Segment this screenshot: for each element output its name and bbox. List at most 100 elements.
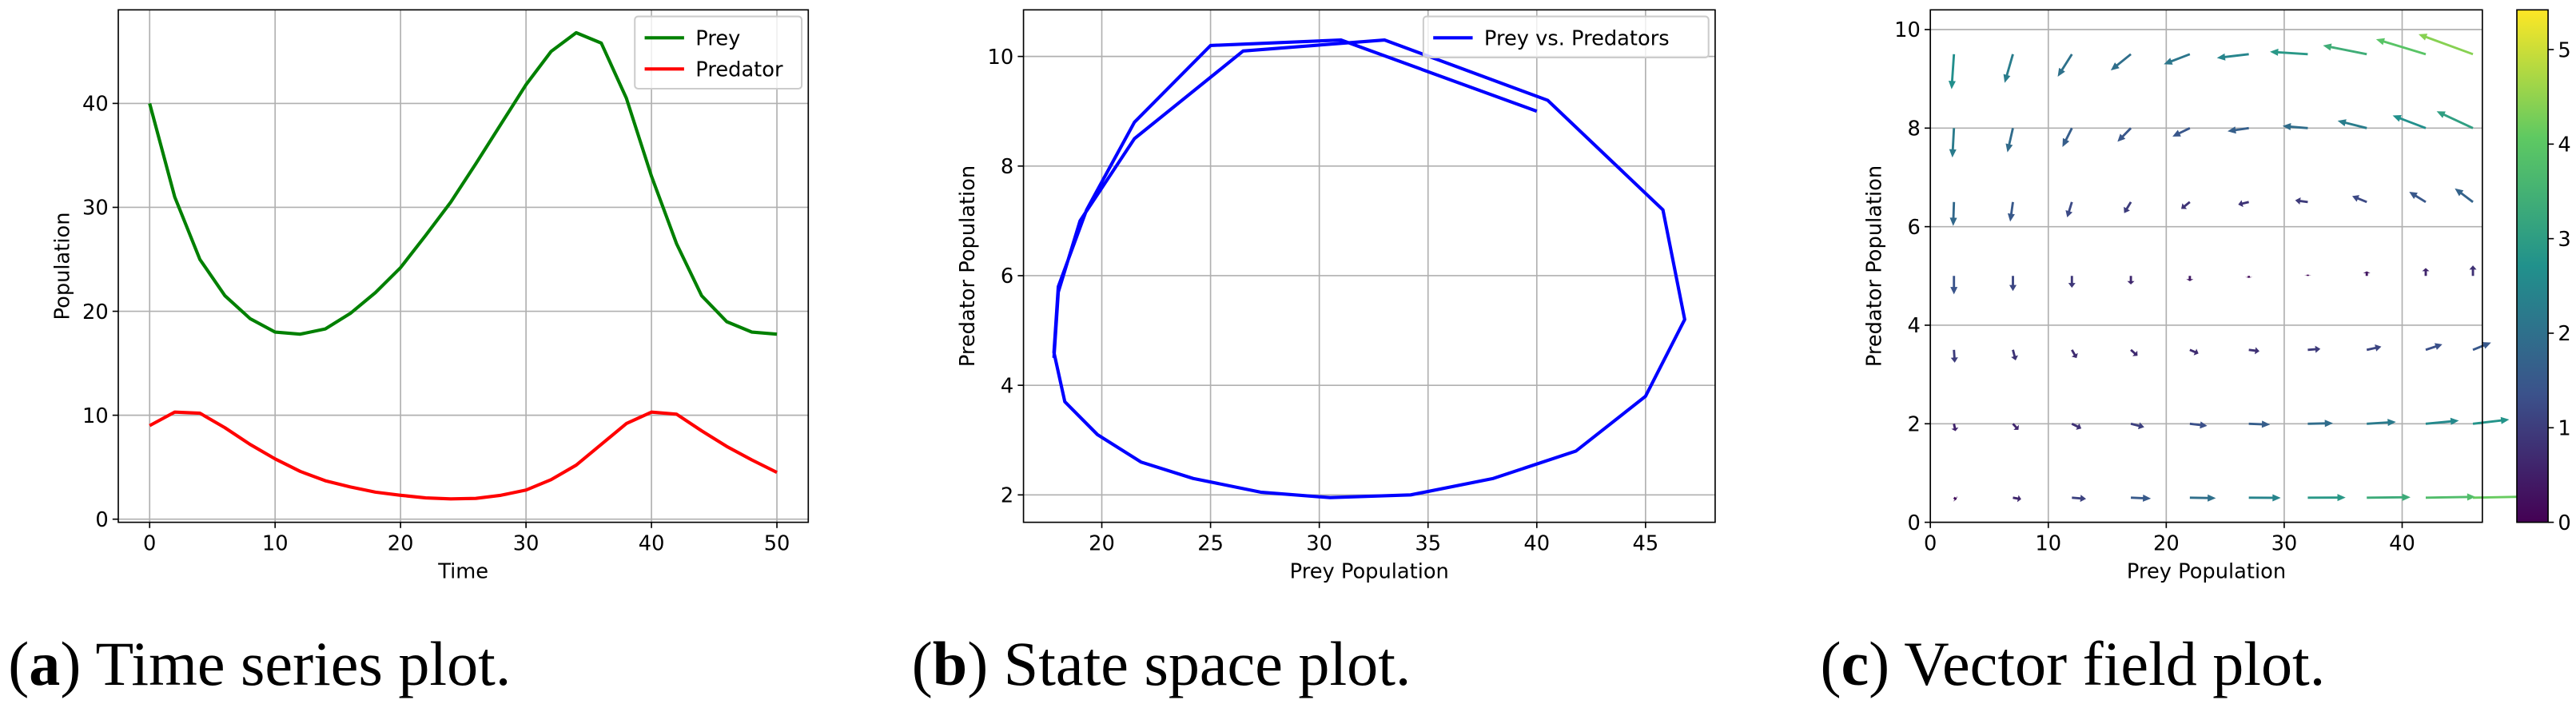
caption: (a) Time series plot. bbox=[8, 629, 511, 698]
caption: (c) Vector field plot. bbox=[1820, 629, 2325, 698]
arrow bbox=[2127, 276, 2135, 284]
x-axis-label: Time bbox=[437, 559, 488, 583]
y-tick-label: 20 bbox=[82, 300, 109, 324]
arrow bbox=[2375, 38, 2427, 56]
y-tick-label: 2 bbox=[1001, 484, 1013, 508]
arrow bbox=[2131, 494, 2152, 502]
arrow bbox=[2007, 201, 2015, 222]
caption-part: ( bbox=[8, 629, 29, 698]
arrow bbox=[2436, 111, 2474, 129]
colorbar-tick-label: 5 bbox=[2558, 38, 2570, 62]
colorbar bbox=[2516, 9, 2549, 523]
arrow bbox=[2164, 53, 2191, 65]
arrow bbox=[1950, 276, 1958, 295]
arrow bbox=[2172, 127, 2191, 137]
x-tick-label: 40 bbox=[2389, 532, 2415, 556]
caption-part: c bbox=[1841, 629, 1869, 698]
y-axis-label: Predator Population bbox=[956, 165, 980, 367]
colorbar-tick-label: 0 bbox=[2558, 511, 2570, 535]
arrow bbox=[2186, 276, 2194, 281]
arrow bbox=[2072, 495, 2087, 503]
line bbox=[1052, 38, 1686, 499]
arrow bbox=[1953, 495, 1958, 502]
caption-part: ( bbox=[912, 629, 933, 698]
arrow bbox=[2248, 420, 2271, 428]
arrow bbox=[1948, 54, 1956, 89]
arrow bbox=[2245, 276, 2253, 278]
axes-frame bbox=[117, 9, 810, 523]
x-axis-label: Prey Population bbox=[2127, 559, 2286, 583]
arrow bbox=[2065, 201, 2073, 218]
arrow bbox=[2238, 200, 2249, 208]
arrow bbox=[2307, 345, 2321, 353]
y-axis-label: Population bbox=[50, 212, 74, 320]
arrow bbox=[2337, 119, 2367, 129]
y-axis-label: Predator Population bbox=[1863, 165, 1887, 367]
caption-part: b bbox=[933, 629, 967, 698]
arrow bbox=[2323, 43, 2367, 56]
colorbar-tick-label: 4 bbox=[2558, 133, 2570, 157]
arrow bbox=[1949, 128, 1957, 158]
arrow bbox=[2248, 494, 2281, 502]
arrow bbox=[2117, 127, 2132, 142]
arrow bbox=[2216, 53, 2249, 61]
arrow bbox=[2282, 123, 2308, 131]
x-tick-label: 20 bbox=[388, 532, 414, 556]
legend-label: Prey bbox=[695, 27, 740, 51]
arrow bbox=[2110, 53, 2132, 71]
x-tick-label: 0 bbox=[1924, 532, 1937, 556]
arrow bbox=[2455, 188, 2474, 203]
x-tick-label: 40 bbox=[639, 532, 665, 556]
arrow bbox=[2367, 493, 2411, 501]
arrow bbox=[2011, 349, 2018, 361]
arrow bbox=[2303, 274, 2311, 276]
x-tick-label: 30 bbox=[513, 532, 539, 556]
y-tick-label: 40 bbox=[82, 93, 109, 117]
x-tick-label: 25 bbox=[1197, 532, 1224, 556]
colorbar-tick-label: 3 bbox=[2558, 228, 2570, 252]
arrow bbox=[2351, 195, 2367, 204]
x-tick-label: 35 bbox=[1415, 532, 1441, 556]
arrow bbox=[2409, 191, 2427, 204]
arrow bbox=[2189, 494, 2216, 502]
arrow bbox=[2469, 265, 2477, 276]
arrow bbox=[2189, 421, 2208, 429]
arrow bbox=[2071, 422, 2082, 430]
arrow bbox=[1950, 349, 1958, 363]
arrow bbox=[2392, 114, 2427, 129]
colorbar-tick-label: 2 bbox=[2558, 322, 2570, 346]
arrow bbox=[2418, 34, 2474, 56]
axes-frame bbox=[1929, 9, 2483, 523]
x-tick-label: 20 bbox=[1089, 532, 1115, 556]
caption: (b) State space plot. bbox=[912, 629, 1411, 698]
x-tick-label: 45 bbox=[1633, 532, 1659, 556]
x-tick-label: 30 bbox=[1306, 532, 1332, 556]
arrow bbox=[2068, 276, 2076, 288]
line bbox=[148, 30, 778, 336]
y-tick-label: 10 bbox=[82, 404, 109, 428]
caption-part: ) State space plot. bbox=[967, 629, 1411, 698]
arrow bbox=[2181, 201, 2191, 209]
colorbar-tick-label: 1 bbox=[2558, 417, 2570, 441]
arrow bbox=[2425, 493, 2476, 501]
y-tick-label: 0 bbox=[1908, 511, 1921, 535]
arrow bbox=[2228, 126, 2249, 134]
y-tick-label: 10 bbox=[1894, 18, 1921, 42]
y-tick-label: 30 bbox=[82, 197, 109, 221]
y-tick-label: 4 bbox=[1001, 374, 1013, 398]
arrow bbox=[2003, 54, 2014, 83]
arrow bbox=[2425, 343, 2443, 352]
y-tick-label: 2 bbox=[1908, 413, 1921, 437]
arrow bbox=[2005, 127, 2014, 153]
y-tick-label: 6 bbox=[1908, 216, 1921, 240]
arrow bbox=[2130, 422, 2144, 430]
y-tick-label: 8 bbox=[1001, 155, 1013, 179]
arrow bbox=[2130, 348, 2138, 356]
caption-part: a bbox=[29, 629, 60, 698]
x-tick-label: 0 bbox=[143, 532, 156, 556]
arrow bbox=[2307, 420, 2333, 428]
arrow bbox=[2124, 201, 2132, 213]
x-tick-label: 20 bbox=[2153, 532, 2180, 556]
y-tick-label: 4 bbox=[1908, 314, 1921, 338]
y-tick-label: 0 bbox=[95, 508, 108, 532]
